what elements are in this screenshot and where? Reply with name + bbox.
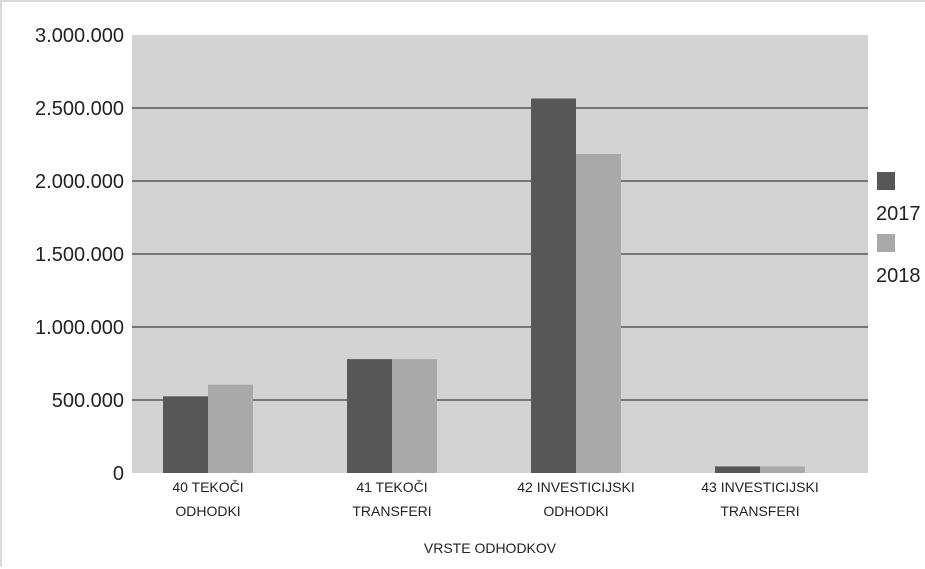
bar-2017 <box>715 466 760 473</box>
legend-swatch-2018 <box>877 234 895 252</box>
bar-2017 <box>163 396 208 473</box>
y-axis-ticks: 0 500.000 1.000.000 1.500.000 2.000.000 2.500… <box>35 25 124 485</box>
x-category-label: 43 INVESTICIJSKI TRANSFERI <box>701 479 818 519</box>
x-category-label: 42 INVESTICIJSKI ODHODKI <box>517 479 634 519</box>
legend-label-2018: 2018 <box>876 265 921 287</box>
bar-2018 <box>208 384 253 473</box>
bar-2018 <box>576 153 621 474</box>
bar-2017 <box>531 98 576 473</box>
legend: 2017 2018 <box>876 172 921 287</box>
y-tick-label: 0 <box>113 463 124 485</box>
x-category-label: 40 TEKOČI ODHODKI <box>172 479 243 519</box>
legend-label-2017: 2017 <box>876 203 921 225</box>
y-tick-label: 1.500.000 <box>35 244 124 266</box>
y-tick-label: 2.500.000 <box>35 98 124 120</box>
y-tick-label: 500.000 <box>52 390 124 412</box>
x-axis-categories: 40 TEKOČI ODHODKI 41 TEKOČI TRANSFERI 42 INV… <box>172 479 818 519</box>
bar-2018 <box>760 466 805 473</box>
bar-2018 <box>392 359 437 473</box>
legend-swatch-2017 <box>877 172 895 190</box>
bar-2017 <box>347 359 392 473</box>
y-tick-label: 1.000.000 <box>35 317 124 339</box>
y-tick-label: 3.000.000 <box>35 25 124 47</box>
x-category-label: 41 TEKOČI TRANSFERI <box>352 479 431 519</box>
gridlines <box>132 107 868 401</box>
bars <box>163 98 805 474</box>
x-axis-title: VRSTE ODHODKOV <box>424 540 557 556</box>
y-tick-label: 2.000.000 <box>35 171 124 193</box>
